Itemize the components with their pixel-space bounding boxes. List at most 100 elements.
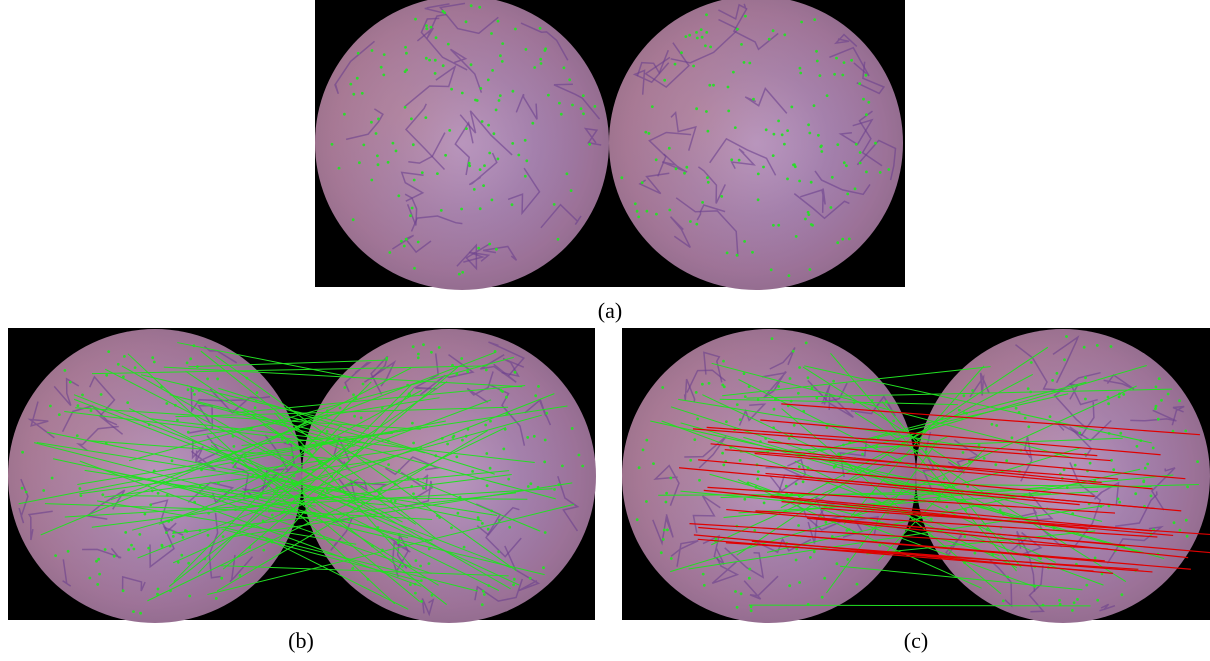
keypoint [865,171,868,174]
keypoint [845,164,848,167]
keypoint [331,143,334,146]
keypoint [98,573,101,576]
keypoint [887,168,890,171]
keypoint [484,424,487,427]
keypoint [668,147,671,150]
keypoint [139,612,142,615]
keypoint [966,485,969,488]
keypoint [457,512,460,515]
keypoint [54,554,57,557]
keypoint [381,407,384,410]
keypoint [757,173,760,176]
keypoint [425,57,428,60]
keypoint [487,79,490,82]
keypoint [553,203,556,206]
keypoint [1185,519,1188,522]
keypoint [499,94,502,97]
keypoint [483,164,486,167]
keypoint [352,218,355,221]
keypoint [777,224,780,227]
keypoint [642,449,645,452]
keypoint [505,396,508,399]
keypoint [646,210,649,213]
keypoint [353,415,356,418]
keypoint [785,485,788,488]
keypoint [107,350,110,353]
keypoint [133,548,136,551]
keypoint [743,240,746,243]
keypoint [841,74,844,77]
keypoint [517,154,520,157]
keypoint [810,181,813,184]
keypoint [578,454,581,457]
keypoint [1184,430,1187,433]
keypoint [542,566,545,569]
keypoint [424,116,427,119]
keypoint [636,210,639,213]
keypoint [1178,399,1181,402]
keypoint [1084,398,1087,401]
keypoint [763,502,766,505]
keypoint [488,152,491,155]
keypoint [750,605,753,608]
keypoint [371,49,374,52]
keypoint [486,484,489,487]
keypoint [660,551,663,554]
keypoint [524,175,527,178]
keypoint [1078,432,1081,435]
keypoint [1179,529,1182,532]
keypoint [69,381,72,384]
keypoint [836,143,839,146]
keypoint [525,48,528,51]
keypoint [781,133,784,136]
keypoint [470,4,473,7]
keypoint [861,453,864,456]
keypoint [375,132,378,135]
keypoint [727,86,730,89]
keypoint [144,513,147,516]
keypoint [495,109,498,112]
caption-c: (c) [904,628,928,653]
keypoint [476,99,479,102]
keypoint [539,58,542,61]
keypoint [67,550,70,553]
keypoint [281,438,284,441]
keypoint [104,548,107,551]
keypoint [122,589,125,592]
keypoint [689,459,692,462]
keypoint [663,79,666,82]
keypoint [533,66,536,69]
keypoint [566,172,569,175]
keypoint [193,393,196,396]
keypoint [1065,335,1068,338]
keypoint [798,366,801,369]
keypoint [1015,407,1018,410]
keypoint [1196,460,1199,463]
keypoint [675,167,678,170]
keypoint [665,492,668,495]
keypoint [800,21,803,24]
keypoint [858,82,861,85]
keypoint [182,536,185,539]
keypoint [813,550,816,553]
keypoint [530,482,533,485]
keypoint [79,487,82,490]
keypoint [401,565,404,568]
keypoint [655,213,658,216]
keypoint [698,479,701,482]
keypoint [1118,396,1121,399]
keypoint [387,161,390,164]
keypoint [795,559,798,562]
keypoint [841,238,844,241]
keypoint [132,610,135,613]
keypoint [1071,609,1074,612]
keypoint [570,189,573,192]
keypoint [440,209,443,212]
keypoint [727,110,730,113]
keypoint [339,407,342,410]
keypoint [493,132,496,135]
keypoint [744,15,747,18]
keypoint [343,113,346,116]
keypoint [736,254,739,257]
keypoint [819,74,822,77]
